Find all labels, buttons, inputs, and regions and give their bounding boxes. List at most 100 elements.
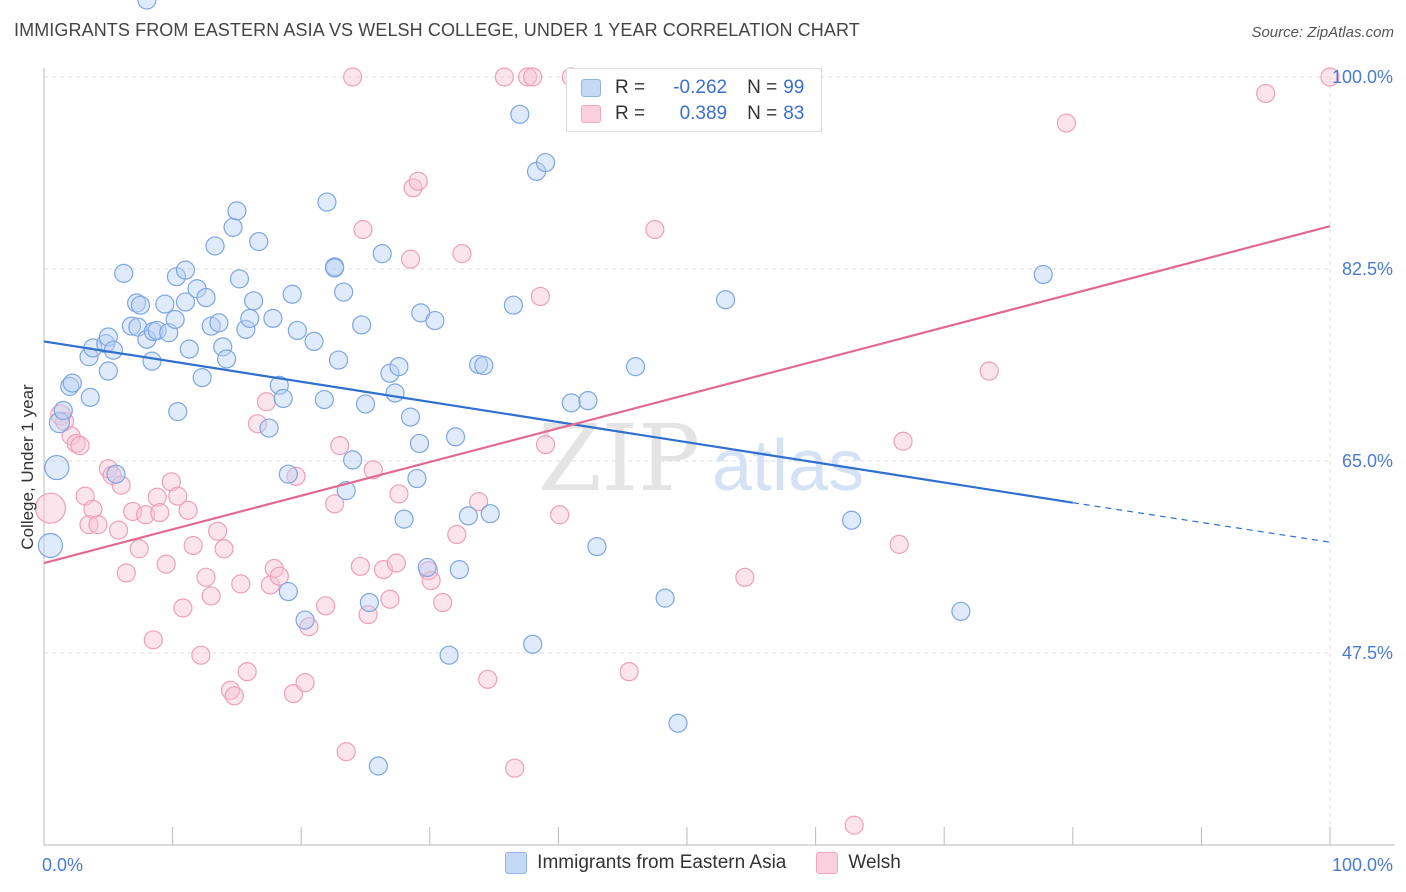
eastern-asia-point-88: [523, 634, 543, 654]
eastern-asia-point-47: [263, 308, 283, 328]
welsh-point-66: [469, 491, 489, 512]
eastern-asia-point-52: [282, 284, 302, 304]
eastern-asia-point-100: [1033, 264, 1053, 285]
legend-n-label: N =: [747, 77, 778, 98]
welsh-point-70: [517, 67, 538, 87]
source-label: Source: ZipAtlas.com: [1251, 24, 1394, 41]
eastern-asia-point-90: [535, 152, 556, 173]
welsh-point-82: [979, 361, 999, 381]
trend-line-eastern-asia: [43, 340, 1073, 504]
eastern-asia-point-49: [273, 388, 293, 409]
eastern-asia-point-80: [445, 427, 466, 447]
eastern-asia-point-74: [407, 468, 427, 489]
welsh-point-19: [147, 487, 167, 507]
eastern-asia-point-71: [389, 357, 409, 377]
welsh-point-80: [889, 534, 909, 554]
eastern-asia-point-96: [668, 713, 688, 733]
eastern-asia-point-67: [368, 756, 388, 776]
eastern-asia-point-78: [425, 310, 445, 331]
legend-r-value: -0.262: [673, 77, 728, 98]
eastern-asia-point-59: [325, 258, 345, 278]
welsh-point-59: [403, 178, 423, 198]
legend-item-eastern-asia: Immigrants from Eastern Asia: [505, 852, 786, 874]
welsh-point-63: [433, 592, 453, 613]
eastern-asia-point-3: [53, 400, 73, 421]
eastern-asia-point-2: [48, 412, 71, 434]
eastern-asia-point-37: [213, 337, 233, 357]
legend-swatch-pink: [816, 852, 839, 874]
eastern-asia-point-50: [278, 464, 298, 484]
eastern-asia-point-5: [62, 373, 82, 393]
welsh-point-67: [478, 669, 498, 689]
eastern-asia-point-40: [227, 201, 247, 221]
legend-r-value: 0.389: [679, 103, 728, 124]
welsh-point-36: [247, 414, 268, 434]
welsh-point-56: [386, 553, 406, 573]
welsh-point-17: [135, 505, 156, 525]
eastern-asia-point-20: [142, 351, 162, 371]
eastern-asia-point-46: [259, 418, 279, 438]
welsh-point-23: [168, 486, 188, 506]
welsh-point-45: [316, 596, 336, 616]
series-welsh-points: [34, 67, 1340, 835]
stats-legend: R = -0.262 N = 99 R = 0.389 N = 83: [566, 68, 822, 132]
eastern-asia-point-57: [317, 192, 337, 212]
legend-item-welsh: Welsh: [816, 852, 901, 874]
welsh-point-34: [231, 574, 251, 594]
welsh-point-18: [143, 630, 163, 650]
eastern-asia-point-84: [474, 355, 494, 376]
welsh-point-28: [196, 567, 216, 587]
eastern-asia-point-15: [121, 316, 142, 336]
legend-n-value: 99: [783, 77, 805, 98]
legend-n-value: 83: [783, 103, 805, 124]
welsh-point-8: [83, 499, 103, 519]
welsh-point-16: [129, 539, 149, 559]
welsh-point-78: [735, 567, 755, 587]
welsh-point-77: [645, 219, 665, 240]
welsh-point-71: [523, 67, 543, 87]
welsh-point-74: [550, 505, 570, 525]
welsh-point-37: [256, 392, 277, 412]
welsh-point-22: [161, 472, 181, 492]
legend-swatch-blue: [581, 79, 601, 97]
x-tick-label-1: 100.0%: [1332, 855, 1393, 875]
welsh-point-14: [116, 563, 136, 583]
eastern-asia-point-0: [37, 532, 64, 559]
legend-n-label: N =: [747, 103, 778, 124]
welsh-point-76: [619, 662, 639, 682]
eastern-asia-point-81: [449, 560, 469, 580]
welsh-point-50: [350, 556, 370, 576]
eastern-asia-point-64: [352, 315, 372, 335]
welsh-point-33: [224, 686, 244, 706]
welsh-point-42: [286, 466, 306, 486]
legend-swatch-pink: [581, 105, 601, 123]
eastern-asia-point-65: [355, 394, 376, 414]
eastern-asia-point-53: [287, 320, 307, 341]
welsh-point-69: [505, 758, 525, 778]
welsh-point-47: [330, 436, 350, 456]
eastern-asia-point-14: [114, 263, 134, 283]
eastern-asia-point-41: [229, 269, 250, 289]
welsh-point-51: [353, 219, 373, 240]
y-axis-label: College, Under 1 year: [18, 384, 37, 550]
welsh-point-26: [183, 535, 203, 556]
eastern-asia-point-75: [409, 433, 430, 454]
legend-swatch-blue: [505, 852, 528, 874]
eastern-asia-point-73: [400, 407, 421, 427]
welsh-point-30: [208, 521, 228, 541]
eastern-asia-point-29: [175, 292, 196, 312]
eastern-asia-point-95: [655, 588, 675, 608]
eastern-asia-point-77: [417, 557, 437, 578]
watermark-zip: ZIP: [538, 405, 700, 512]
eastern-asia-point-38: [217, 349, 237, 369]
welsh-point-72: [530, 286, 550, 307]
welsh-point-64: [447, 524, 467, 545]
welsh-point-20: [150, 502, 170, 523]
eastern-asia-point-63: [343, 450, 363, 470]
eastern-asia-point-4: [60, 376, 80, 396]
axes: [43, 68, 1395, 846]
welsh-point-53: [363, 460, 383, 480]
welsh-point-46: [325, 494, 345, 514]
welsh-point-84: [1256, 83, 1276, 104]
